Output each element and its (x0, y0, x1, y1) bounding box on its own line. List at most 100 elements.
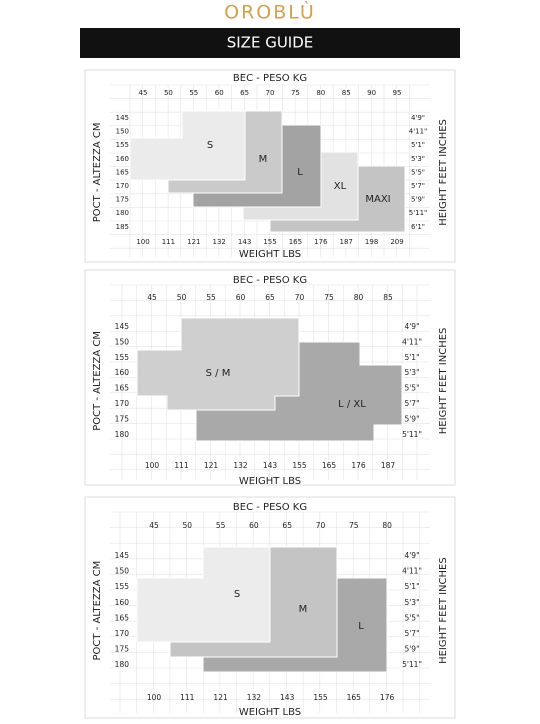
kg-tick: 80 (316, 89, 325, 97)
kg-tick: 75 (349, 521, 359, 530)
cm-tick: 165 (115, 613, 130, 622)
kg-tick: 60 (249, 521, 259, 530)
size-label: S (207, 140, 213, 151)
top-axis-label: BEC - PESO KG (233, 275, 307, 286)
lbs-tick: 165 (322, 461, 337, 470)
feet-tick: 5'11" (402, 430, 422, 439)
feet-tick: 5'1" (411, 141, 425, 149)
feet-tick: 5'1" (404, 353, 419, 362)
cm-tick: 185 (116, 223, 129, 231)
kg-tick: 65 (240, 89, 249, 97)
cm-tick: 150 (115, 567, 130, 576)
kg-tick: 55 (216, 521, 226, 530)
feet-tick: 4'9" (411, 114, 425, 122)
feet-tick: 5'1" (404, 582, 419, 591)
cm-tick: 175 (116, 196, 129, 204)
cm-tick: 175 (115, 645, 130, 654)
size-region (136, 317, 300, 411)
feet-tick: 5'5" (404, 613, 419, 622)
cm-tick: 165 (115, 384, 130, 393)
kg-tick: 85 (383, 293, 393, 302)
cm-tick: 170 (115, 629, 130, 638)
kg-tick: 85 (342, 89, 351, 97)
lbs-tick: 176 (314, 238, 328, 246)
size-label: L / XL (338, 399, 366, 410)
kg-tick: 80 (382, 521, 392, 530)
lbs-tick: 209 (390, 238, 403, 246)
kg-tick: 75 (291, 89, 300, 97)
cm-tick: 150 (116, 128, 129, 136)
lbs-tick: 132 (233, 461, 248, 470)
feet-tick: 4'11" (409, 128, 428, 136)
top-axis-label: BEC - PESO KG (233, 502, 307, 513)
size-label: S (234, 589, 240, 600)
feet-tick: 5'9" (404, 645, 419, 654)
cm-tick: 180 (116, 209, 129, 217)
left-axis-label: POCT - ALTEZZA CM (92, 331, 103, 431)
cm-tick: 155 (116, 141, 129, 149)
title: SIZE GUIDE (227, 34, 314, 52)
lbs-tick: 198 (365, 238, 378, 246)
feet-tick: 5'5" (404, 384, 419, 393)
size-label: XL (334, 181, 347, 192)
kg-tick: 55 (189, 89, 198, 97)
lbs-tick: 155 (313, 693, 328, 702)
lbs-tick: 100 (136, 238, 149, 246)
kg-tick: 95 (393, 89, 402, 97)
feet-tick: 4'11" (402, 337, 422, 346)
kg-tick: 45 (149, 521, 159, 530)
feet-tick: 4'11" (402, 567, 422, 576)
kg-tick: 60 (236, 293, 246, 302)
cm-tick: 145 (115, 322, 130, 331)
size-region (136, 546, 271, 643)
cm-tick: 150 (115, 337, 130, 346)
cm-tick: 170 (115, 399, 130, 408)
feet-tick: 5'7" (411, 182, 425, 190)
left-axis-label: POCT - ALTEZZA CM (92, 123, 103, 223)
lbs-tick: 132 (213, 238, 226, 246)
brand: OROBLÙ (224, 0, 316, 24)
left-axis-label: POCT - ALTEZZA CM (92, 561, 103, 661)
cm-tick: 160 (115, 598, 130, 607)
right-axis-label: HEIGHT FEET INCHES (438, 557, 449, 664)
kg-tick: 70 (295, 293, 305, 302)
lbs-tick: 121 (213, 693, 228, 702)
feet-tick: 5'7" (404, 629, 419, 638)
size-label: L (358, 621, 364, 632)
cm-tick: 145 (116, 114, 129, 122)
cm-tick: 165 (116, 168, 129, 176)
feet-tick: 5'11" (402, 660, 422, 669)
kg-tick: 90 (367, 89, 376, 97)
lbs-tick: 155 (292, 461, 307, 470)
size-label: S / M (206, 368, 231, 379)
size-label: M (299, 604, 308, 615)
feet-tick: 5'7" (404, 399, 419, 408)
lbs-tick: 187 (340, 238, 353, 246)
cm-tick: 155 (115, 582, 130, 591)
feet-tick: 5'11" (409, 209, 428, 217)
kg-tick: 65 (282, 521, 292, 530)
cm-tick: 145 (115, 551, 130, 560)
cm-tick: 160 (115, 368, 130, 377)
lbs-tick: 155 (263, 238, 276, 246)
kg-tick: 55 (206, 293, 216, 302)
kg-tick: 75 (324, 293, 334, 302)
kg-tick: 60 (215, 89, 224, 97)
cm-tick: 180 (115, 430, 130, 439)
top-axis-label: BEC - PESO KG (233, 73, 307, 84)
feet-tick: 5'5" (411, 168, 425, 176)
lbs-tick: 165 (289, 238, 302, 246)
lbs-tick: 143 (263, 461, 278, 470)
lbs-tick: 100 (147, 693, 162, 702)
cm-tick: 155 (115, 353, 130, 362)
lbs-tick: 121 (187, 238, 200, 246)
kg-tick: 70 (266, 89, 275, 97)
feet-tick: 5'3" (404, 368, 419, 377)
lbs-tick: 176 (380, 693, 395, 702)
lbs-tick: 111 (162, 238, 175, 246)
kg-tick: 80 (354, 293, 364, 302)
feet-tick: 4'9" (404, 551, 419, 560)
lbs-tick: 143 (280, 693, 295, 702)
lbs-tick: 165 (347, 693, 362, 702)
